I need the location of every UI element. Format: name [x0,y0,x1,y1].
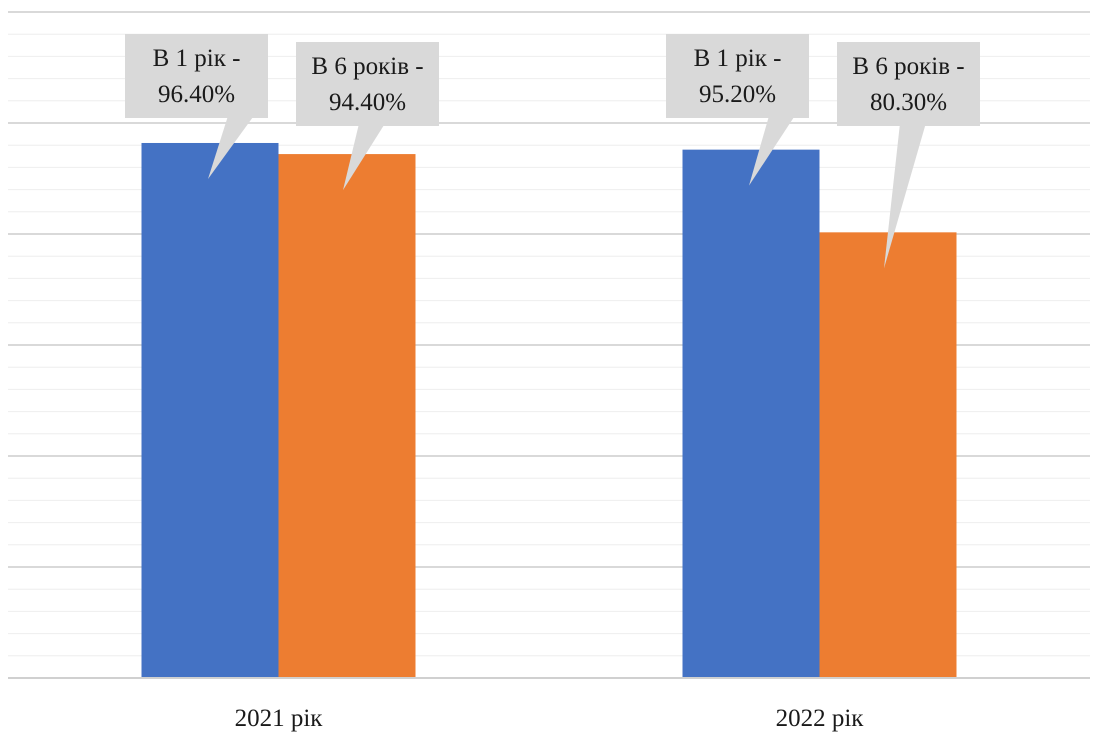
bar-series2-1 [278,154,416,678]
x-tick-label: 2021 рік [235,705,324,732]
data-label-name: В 1 рік - [153,45,241,72]
callout-series2-2: В 6 років - 80.30% [837,42,980,269]
bars [141,142,957,679]
callout-series2-1: В 6 років - 94.40% [296,42,439,191]
bar-series2-2 [819,232,957,678]
callout-series1-2: В 1 рік - 95.20% [666,34,809,186]
bar-series1-2 [682,149,820,678]
data-label-name: В 6 років - [311,53,423,80]
callout-box [837,42,980,126]
data-label-callouts: В 1 рік - 96.40% В 1 рік - 95.20% В 6 років … [125,34,980,269]
callout-pointer [208,116,254,179]
data-label-name: В 6 років - [852,53,964,80]
data-label-value: 96.40% [158,81,235,108]
callout-box [666,34,809,118]
callout-box [296,42,439,126]
data-label-value: 95.20% [699,81,776,108]
callout-box [125,34,268,118]
bar-series1-1 [141,142,279,679]
callout-pointer [343,124,385,191]
data-label-value: 94.40% [329,89,406,116]
x-tick-labels: 2021 рік 2022 рік [235,705,865,732]
x-tick-label: 2022 рік [776,705,865,732]
data-label-value: 80.30% [870,89,947,116]
callout-pointer [884,124,926,269]
callout-pointer [749,116,795,186]
data-label-name: В 1 рік - [694,45,782,72]
callout-series1-1: В 1 рік - 96.40% [125,34,268,179]
